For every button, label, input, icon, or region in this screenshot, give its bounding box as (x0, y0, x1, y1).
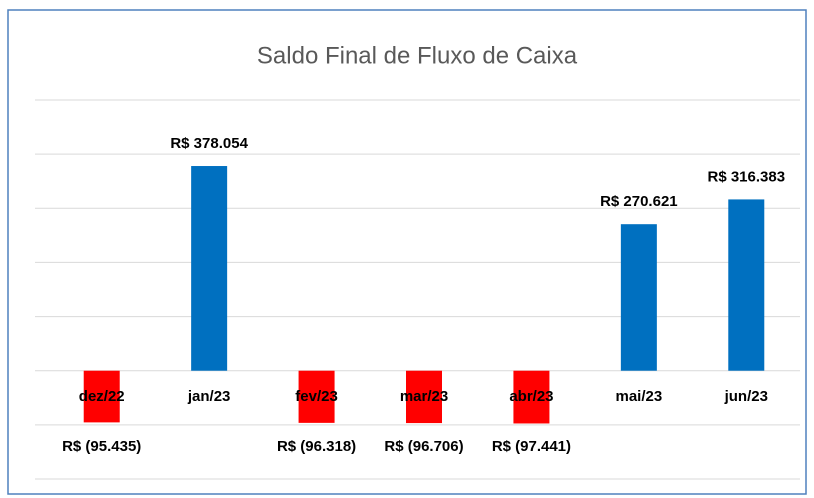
x-tick-label: fev/23 (295, 388, 338, 405)
data-label: R$ 316.383 (707, 168, 785, 185)
data-label: R$ (97.441) (492, 438, 571, 455)
data-label: R$ 270.621 (600, 193, 678, 210)
bar (513, 370, 550, 424)
bar (298, 370, 335, 423)
bar (406, 370, 442, 424)
x-tick-label: dez/22 (79, 388, 125, 405)
x-tick-label: jan/23 (187, 388, 231, 405)
x-tick-label: mar/23 (400, 388, 448, 405)
chart-title: Saldo Final de Fluxo de Caixa (257, 42, 578, 69)
data-label: R$ (95.435) (62, 438, 141, 455)
bar (728, 199, 765, 371)
bar (620, 224, 657, 371)
data-label: R$ (96.318) (277, 438, 356, 455)
data-label: R$ (96.706) (384, 438, 463, 455)
x-tick-label: abr/23 (509, 388, 553, 405)
data-label: R$ 378.054 (170, 135, 248, 152)
x-tick-label: jun/23 (724, 388, 768, 405)
bar (191, 166, 228, 371)
x-tick-label: mai/23 (616, 388, 663, 405)
bar (83, 370, 120, 423)
